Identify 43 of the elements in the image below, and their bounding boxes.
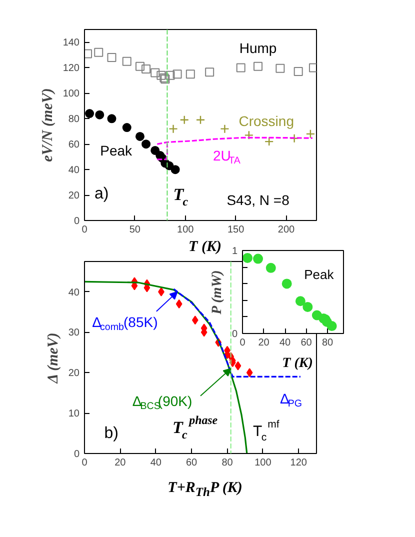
x-tick-label: 50 xyxy=(129,224,141,236)
x-tick-label: 20 xyxy=(114,458,126,468)
x-tick-label: 0 xyxy=(82,224,88,236)
x-axis-title: T (K) xyxy=(282,356,313,371)
x-tick-label: 0 xyxy=(240,338,246,348)
annotation: a) xyxy=(94,185,109,202)
y-axis-title: Δ (meV) xyxy=(45,332,62,384)
y-tick-label: 20 xyxy=(68,368,80,380)
y-tick-label: 1 xyxy=(232,246,238,257)
annotation: Peak xyxy=(100,142,134,158)
y-tick-label: 60 xyxy=(68,140,80,151)
x-tick-label: 150 xyxy=(227,224,245,236)
x-tick-label: 80 xyxy=(322,338,334,348)
y-axis-title: eV/N (meV) xyxy=(40,88,56,162)
y-tick-label: 30 xyxy=(68,328,80,339)
y-tick-label: 100 xyxy=(62,88,80,100)
annotation: S43, N =8 xyxy=(226,192,290,208)
y-axis-title: P (mW) xyxy=(210,270,225,314)
y-tick-label: 10 xyxy=(68,408,80,420)
annotation: b) xyxy=(104,424,118,442)
y-tick-label: 80 xyxy=(68,114,80,126)
y-tick-label: 0 xyxy=(74,449,80,460)
x-tick-label: 40 xyxy=(150,458,162,468)
x-tick-label: 100 xyxy=(254,458,272,468)
annotation: Crossing xyxy=(238,113,294,130)
x-tick-label: 60 xyxy=(300,338,312,348)
annotation: Hump xyxy=(239,40,277,56)
x-tick-label: 120 xyxy=(290,458,308,468)
y-tick-label: 40 xyxy=(68,165,80,176)
annotation: Peak xyxy=(304,267,334,282)
x-tick-label: 100 xyxy=(177,224,194,236)
x-tick-label: 60 xyxy=(186,458,198,468)
y-tick-label: 40 xyxy=(68,287,80,298)
x-tick-label: 200 xyxy=(278,224,296,236)
x-axis-title: T+R$_{Th}$P (K) xyxy=(168,480,242,498)
x-tick-label: 40 xyxy=(279,338,292,348)
x-tick-label: 0 xyxy=(82,458,88,468)
y-tick-label: 140 xyxy=(62,38,80,49)
x-tick-label: 20 xyxy=(258,338,270,348)
y-tick-label: 20 xyxy=(68,190,80,202)
y-tick-label: 120 xyxy=(62,63,80,74)
x-axis-title: T (K) xyxy=(188,238,222,254)
y-tick-label: 0 xyxy=(74,216,80,227)
